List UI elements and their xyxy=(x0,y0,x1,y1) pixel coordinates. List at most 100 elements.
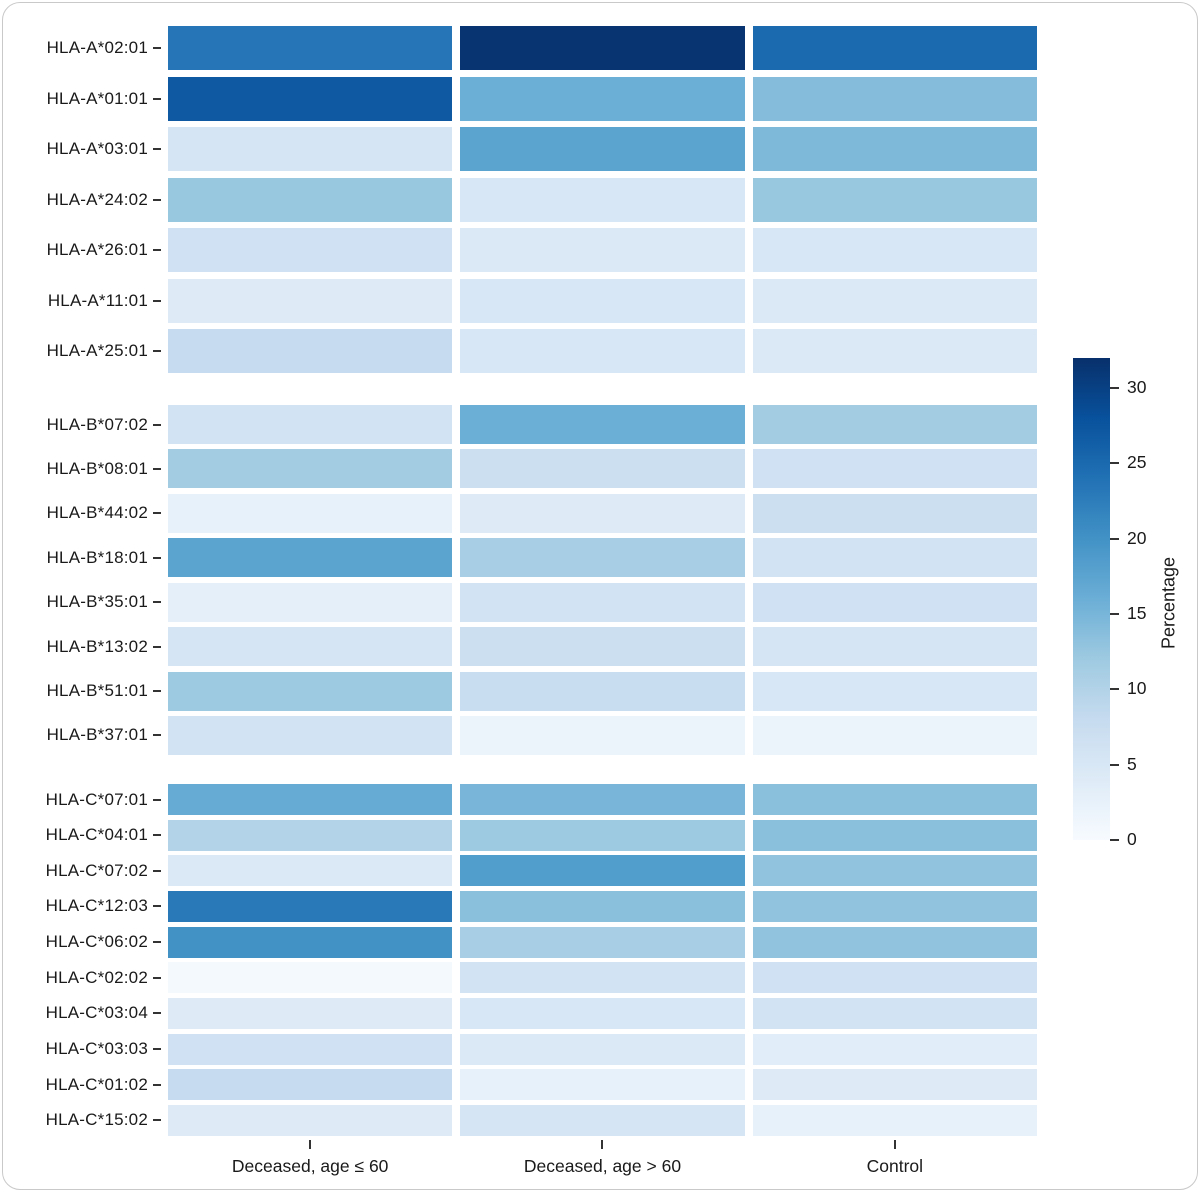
y-axis-label: HLA-B*51:01 xyxy=(3,672,168,711)
heatmap-plot-area: HLA-A*02:01 HLA-A*01:01 HLA-A*03:01 HLA-A*2… xyxy=(3,26,1037,1136)
y-axis-tick xyxy=(153,198,161,201)
heatmap-cell xyxy=(460,890,745,922)
colorbar-tick xyxy=(1110,763,1119,766)
heatmap-row: HLA-C*03:03 xyxy=(3,1033,1037,1065)
y-axis-label-text: HLA-C*12:03 xyxy=(45,896,148,916)
heatmap-row-cells xyxy=(168,627,1037,667)
y-axis-label-text: HLA-B*13:02 xyxy=(46,636,148,656)
heatmap-row-cells xyxy=(168,1069,1037,1101)
heatmap-cell xyxy=(460,627,745,667)
facet-hla-c: HLA-C*07:01 HLA-C*04:01 HLA-C*07:02 HLA-C*1… xyxy=(3,784,1037,1136)
y-axis-tick xyxy=(153,976,161,979)
heatmap-row-cells xyxy=(168,962,1037,994)
heatmap-cell xyxy=(460,278,745,323)
y-axis-tick xyxy=(153,690,161,693)
colorbar-tick-label: 20 xyxy=(1127,527,1147,548)
heatmap-cell xyxy=(460,784,745,815)
y-axis-label-text: HLA-C*06:02 xyxy=(45,932,148,952)
heatmap-row-cells xyxy=(168,819,1037,851)
colorbar-tick-label: 30 xyxy=(1127,377,1147,398)
heatmap-cell xyxy=(168,26,453,70)
y-axis-tick xyxy=(153,97,161,100)
heatmap-cell xyxy=(752,715,1037,755)
heatmap-cell xyxy=(752,493,1037,533)
heatmap-row-cells xyxy=(168,926,1037,958)
heatmap-cell xyxy=(460,819,745,851)
heatmap-cell xyxy=(168,278,453,323)
colorbar-tick xyxy=(1110,537,1119,540)
colorbar-tick-label: 0 xyxy=(1127,829,1137,850)
heatmap-cell xyxy=(752,926,1037,958)
heatmap-row: HLA-A*11:01 xyxy=(3,278,1037,323)
heatmap-row-cells xyxy=(168,493,1037,533)
colorbar-tick xyxy=(1110,387,1119,390)
y-axis-label: HLA-B*08:01 xyxy=(3,449,168,488)
heatmap-row-cells xyxy=(168,228,1037,272)
heatmap-row-cells xyxy=(168,715,1037,755)
heatmap-cell xyxy=(752,819,1037,851)
y-axis-tick xyxy=(153,1012,161,1015)
heatmap-row-cells xyxy=(168,449,1037,489)
y-axis-tick xyxy=(153,1083,161,1086)
x-axis-column: Deceased, age ≤ 60 xyxy=(168,1140,452,1177)
heatmap-cell xyxy=(460,671,745,711)
heatmap-cell xyxy=(168,715,453,755)
heatmap-row: HLA-C*15:02 xyxy=(3,1104,1037,1136)
heatmap-cell xyxy=(460,926,745,958)
heatmap-row: HLA-C*06:02 xyxy=(3,926,1037,958)
y-axis-label: HLA-B*35:01 xyxy=(3,583,168,622)
y-axis-label: HLA-B*44:02 xyxy=(3,494,168,533)
heatmap-row: HLA-A*24:02 xyxy=(3,177,1037,222)
heatmap-cell xyxy=(752,329,1037,373)
heatmap-cell xyxy=(752,1069,1037,1101)
y-axis-label: HLA-C*07:01 xyxy=(3,784,168,815)
heatmap-cell xyxy=(460,855,745,887)
y-axis-label: HLA-A*11:01 xyxy=(3,279,168,323)
heatmap-row-cells xyxy=(168,1033,1037,1065)
y-axis-label: HLA-A*26:01 xyxy=(3,228,168,272)
heatmap-cell xyxy=(460,177,745,222)
y-axis-label-text: HLA-A*25:01 xyxy=(46,341,148,360)
heatmap-row-cells xyxy=(168,538,1037,578)
legend-title: Percentage xyxy=(1158,556,1179,650)
colorbar-gradient xyxy=(1073,358,1110,840)
y-axis-label-text: HLA-C*01:02 xyxy=(45,1074,148,1094)
heatmap-row-cells xyxy=(168,671,1037,711)
heatmap-cell xyxy=(168,538,453,578)
y-axis-tick xyxy=(153,1119,161,1122)
heatmap-cell xyxy=(460,329,745,373)
heatmap-cell xyxy=(460,1069,745,1101)
y-axis-tick xyxy=(153,601,161,604)
heatmap-cell xyxy=(752,1104,1037,1136)
heatmap-cell xyxy=(168,76,453,121)
x-axis-tick xyxy=(309,1140,312,1149)
heatmap-row: HLA-B*37:01 xyxy=(3,715,1037,755)
x-axis-tick xyxy=(601,1140,604,1149)
y-axis-label: HLA-A*24:02 xyxy=(3,178,168,222)
heatmap-cell xyxy=(752,671,1037,711)
y-axis-label: HLA-B*13:02 xyxy=(3,627,168,666)
y-axis-label-text: HLA-C*03:04 xyxy=(45,1003,148,1023)
y-axis-tick xyxy=(153,941,161,944)
heatmap-cell xyxy=(460,449,745,489)
y-axis-label: HLA-A*02:01 xyxy=(3,26,168,70)
heatmap-row: HLA-B*13:02 xyxy=(3,627,1037,667)
facet-hla-a: HLA-A*02:01 HLA-A*01:01 HLA-A*03:01 HLA-A*2… xyxy=(3,26,1037,373)
y-axis-tick xyxy=(153,905,161,908)
heatmap-cell xyxy=(168,819,453,851)
heatmap-row-cells xyxy=(168,26,1037,70)
heatmap-row-cells xyxy=(168,329,1037,373)
y-axis-tick xyxy=(153,834,161,837)
heatmap-row: HLA-B*08:01 xyxy=(3,449,1037,489)
heatmap-cell xyxy=(752,582,1037,622)
y-axis-tick xyxy=(153,299,161,302)
heatmap-cell xyxy=(168,493,453,533)
y-axis-label: HLA-C*04:01 xyxy=(3,820,168,851)
y-axis-label-text: HLA-B*35:01 xyxy=(46,592,148,612)
heatmap-cell xyxy=(168,926,453,958)
heatmap-cell xyxy=(752,538,1037,578)
colorbar-tick-label: 10 xyxy=(1127,678,1147,699)
y-axis-label-text: HLA-A*11:01 xyxy=(47,290,148,310)
heatmap-row-cells xyxy=(168,890,1037,922)
colorbar-tick xyxy=(1110,839,1119,841)
